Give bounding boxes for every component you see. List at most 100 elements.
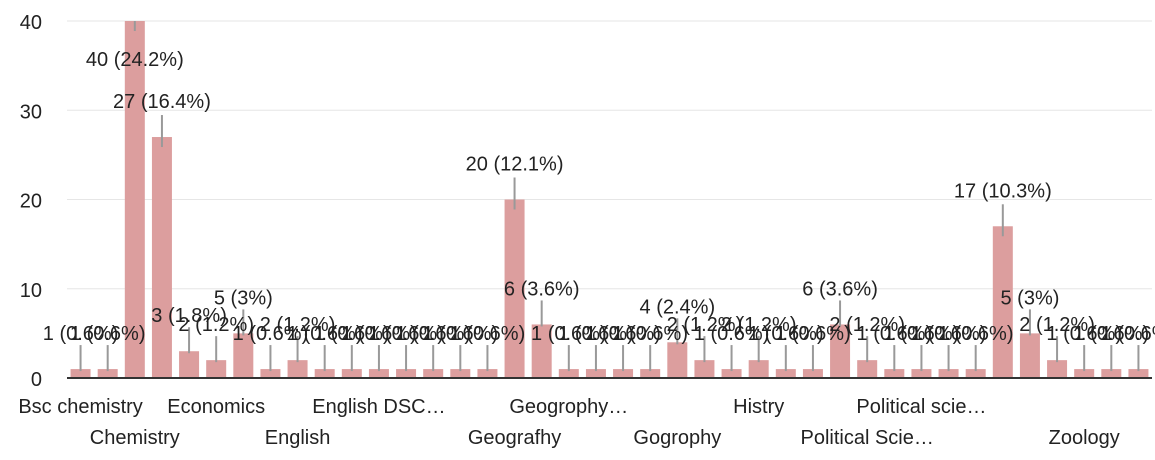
data-label: 1 (0.6%) — [694, 323, 770, 345]
data-label: 4 (2.4%) — [640, 296, 716, 318]
data-label: 1 (0.6%) — [423, 323, 499, 345]
data-label: 1 (0.6%) — [558, 323, 634, 345]
bar — [965, 369, 986, 378]
bar — [206, 360, 227, 378]
bar — [1101, 369, 1122, 378]
data-label: 20 (12.1%) — [466, 154, 564, 176]
bar — [884, 369, 905, 378]
data-label: 1 (0.6%) — [43, 323, 119, 345]
data-label: 1 (0.6%) — [612, 323, 688, 345]
data-label: 1 (0.6%) — [70, 323, 146, 345]
data-label: 1 (0.6%) — [1101, 323, 1155, 345]
bar — [640, 369, 661, 378]
y-axis-ticks: 0 10 20 30 40 — [20, 12, 42, 391]
data-label: 1 (0.6%) — [368, 323, 444, 345]
data-label: 1 (0.6%) — [748, 323, 824, 345]
bar — [613, 369, 634, 378]
bar — [97, 369, 118, 378]
y-tick-label: 20 — [20, 191, 42, 213]
data-label: 1 (0.6%) — [857, 323, 933, 345]
data-label: 1 (0.6%) — [775, 323, 851, 345]
bar — [721, 369, 742, 378]
data-label: 27 (16.4%) — [113, 91, 211, 113]
data-label: 1 (0.6%) — [233, 323, 309, 345]
bar — [287, 360, 308, 378]
bar — [585, 369, 606, 378]
bar — [911, 369, 932, 378]
data-label: 1 (0.6%) — [287, 323, 363, 345]
data-label: 1 (0.6%) — [585, 323, 661, 345]
y-tick-label: 0 — [31, 369, 42, 391]
y-tick-label: 10 — [20, 280, 42, 302]
x-tick-label: Political scie… — [856, 396, 986, 418]
data-label: 40 (24.2%) — [86, 49, 184, 71]
bar — [368, 369, 389, 378]
data-label: 1 (0.6%) — [531, 323, 607, 345]
data-label: 5 (3%) — [1000, 287, 1059, 309]
bar — [396, 369, 417, 378]
y-tick-label: 30 — [20, 101, 42, 123]
bar — [1047, 360, 1068, 378]
data-label: 5 (3%) — [214, 287, 273, 309]
bar — [694, 360, 715, 378]
x-tick-label: Bsc chemistry — [18, 396, 142, 418]
bar — [124, 21, 145, 378]
data-label: 2 (1.2%) — [667, 314, 743, 336]
label-leaders — [79, 21, 1140, 372]
bar — [992, 226, 1013, 378]
bar — [802, 369, 823, 378]
x-tick-label: Geogrophy… — [509, 396, 628, 418]
bar — [151, 137, 172, 378]
x-tick-label: English — [265, 427, 331, 449]
x-tick-label: English DSC… — [312, 396, 445, 418]
bar — [1074, 369, 1095, 378]
data-label: 2 (1.2%) — [260, 314, 336, 336]
bar — [423, 369, 444, 378]
bar — [477, 369, 498, 378]
data-label: 1 (0.6%) — [884, 323, 960, 345]
data-label: 6 (3.6%) — [504, 278, 580, 300]
bars — [70, 21, 1149, 378]
x-tick-label: Political Scie… — [800, 427, 933, 449]
bar — [830, 324, 851, 378]
bar — [748, 360, 769, 378]
bar — [233, 333, 254, 378]
x-tick-label: Zoology — [1049, 427, 1120, 449]
data-label: 3 (1.8%) — [151, 305, 227, 327]
bar — [450, 369, 471, 378]
bar — [179, 351, 200, 378]
data-label: 1 (0.6%) — [1074, 323, 1150, 345]
data-label: 2 (1.2%) — [721, 314, 797, 336]
x-tick-label: Histry — [733, 396, 784, 418]
x-tick-label: Geografhy — [468, 427, 561, 449]
data-label: 2 (1.2%) — [829, 314, 905, 336]
data-label: 1 (0.6%) — [314, 323, 390, 345]
bar — [558, 369, 579, 378]
bar — [1019, 333, 1040, 378]
bar — [260, 369, 281, 378]
data-label: 1 (0.6%) — [341, 323, 417, 345]
data-labels: 1 (0.6%)1 (0.6%)40 (24.2%)27 (16.4%)3 (1… — [43, 49, 1155, 345]
bar — [857, 360, 878, 378]
data-label: 1 (0.6%) — [911, 323, 987, 345]
bar — [667, 342, 688, 378]
grid-lines — [67, 20, 1152, 290]
bar — [70, 369, 91, 378]
y-tick-label: 40 — [20, 12, 42, 34]
bar — [1128, 369, 1149, 378]
data-label: 2 (1.2%) — [1019, 314, 1095, 336]
data-label: 2 (1.2%) — [178, 314, 254, 336]
data-label: 6 (3.6%) — [802, 278, 878, 300]
data-label: 1 (0.6%) — [450, 323, 526, 345]
data-label: 17 (10.3%) — [954, 180, 1052, 202]
bar — [341, 369, 362, 378]
data-label: 1 (0.6%) — [395, 323, 471, 345]
bar — [531, 324, 552, 378]
bar — [504, 199, 525, 378]
x-tick-label: Gogrophy — [633, 427, 721, 449]
x-tick-label: Chemistry — [90, 427, 180, 449]
data-label: 1 (0.6%) — [938, 323, 1014, 345]
